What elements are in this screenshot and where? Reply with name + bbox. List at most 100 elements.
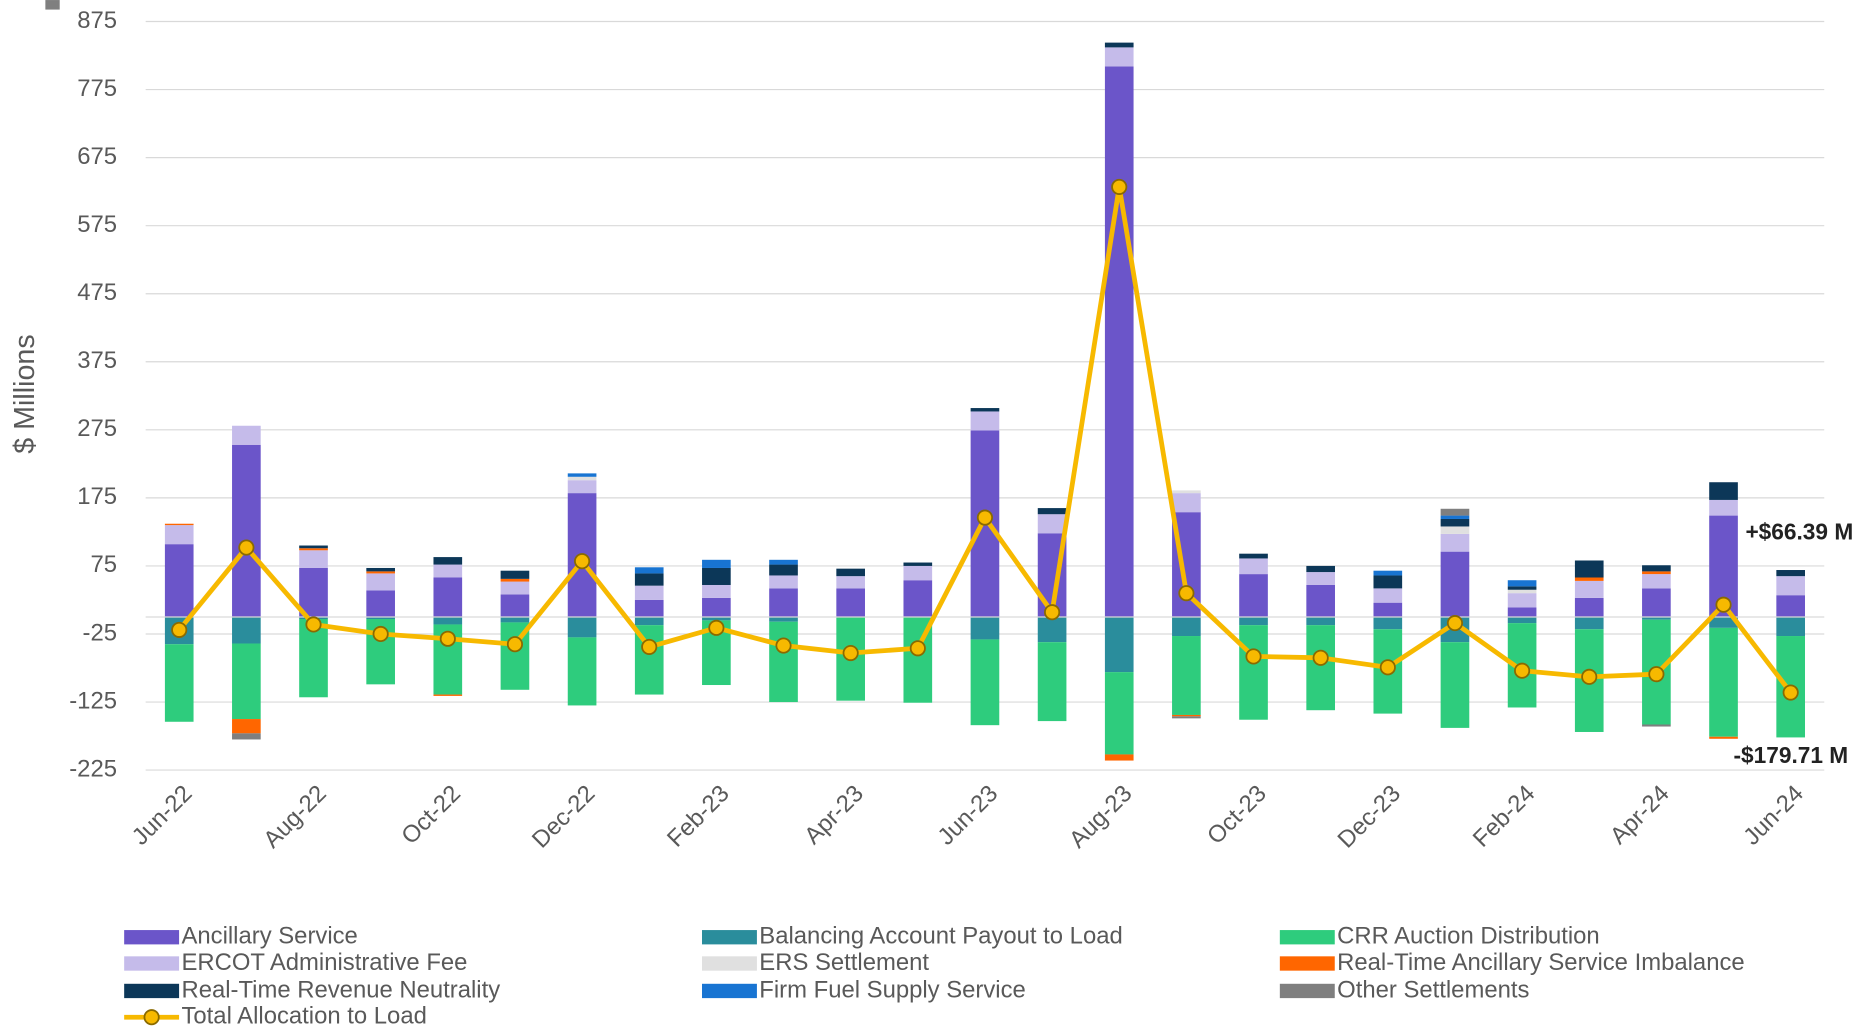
bar-segment	[433, 564, 463, 578]
bar-segment	[769, 616, 798, 622]
legend-swatch	[124, 983, 180, 999]
line-marker	[842, 644, 859, 662]
bar-segment	[1440, 508, 1470, 516]
bar-segment	[567, 616, 597, 638]
bar-segment	[1172, 714, 1201, 717]
y-tick-label: 275	[77, 415, 117, 442]
bar-segment	[1239, 574, 1268, 617]
bar-segment	[366, 567, 395, 572]
legend-label: ERS Settlement	[759, 949, 929, 976]
bar-segment	[567, 476, 597, 481]
bar-segment	[500, 594, 530, 617]
y-tick-label: 875	[77, 7, 117, 34]
bar-segment	[232, 733, 261, 740]
bar-segment	[1306, 572, 1335, 585]
bar-segment	[1709, 627, 1738, 737]
annotation: +$66.39 M	[1745, 519, 1853, 545]
bar-segment	[567, 637, 597, 706]
x-tick-label: Jun-24	[1738, 780, 1809, 851]
bar-segment	[1037, 508, 1067, 515]
x-tick-label: Jun-23	[933, 780, 1004, 851]
line-marker	[708, 619, 725, 636]
bar-segment	[433, 577, 463, 617]
legend-label: Other Settlements	[1337, 976, 1529, 1003]
y-tick-label: 75	[90, 551, 117, 578]
bar-segment	[1104, 616, 1134, 673]
legend-label: Real-Time Ancillary Service Imbalance	[1337, 949, 1745, 976]
bar-segment	[1306, 565, 1335, 573]
y-tick-label: 675	[77, 143, 117, 170]
bar-segment	[702, 616, 731, 621]
bar-segment	[1104, 754, 1134, 761]
x-tick-label: Apr-23	[799, 780, 869, 850]
x-tick-label: Dec-22	[527, 780, 600, 853]
legend-swatch	[702, 930, 757, 945]
bar-segment	[164, 644, 194, 722]
y-tick-label: 175	[77, 483, 117, 510]
bar-segment	[1373, 588, 1403, 603]
legend-swatch	[1279, 956, 1335, 971]
bar-segment	[836, 576, 865, 589]
x-tick-label: Dec-23	[1333, 780, 1406, 853]
bar-segment	[500, 570, 530, 579]
legend-label: CRR Auction Distribution	[1337, 923, 1600, 950]
legend-swatch	[702, 956, 757, 971]
bar-segment	[634, 585, 664, 600]
bar-segment	[970, 411, 1000, 431]
legend-label: ERCOT Administrative Fee	[181, 949, 467, 976]
bar-segment	[1306, 584, 1335, 617]
x-tick-label: Feb-23	[662, 780, 735, 853]
bar-segment	[769, 588, 798, 617]
bar-segment	[769, 564, 798, 576]
line-marker	[1446, 615, 1464, 632]
y-axis-label: $ Millions	[9, 334, 41, 453]
bar-segment	[433, 694, 463, 696]
bar-segment	[769, 559, 798, 565]
bar-segment	[1104, 47, 1134, 67]
bar-segment	[1239, 625, 1268, 720]
x-tick-label: Aug-23	[1064, 780, 1137, 853]
bar-segment	[1642, 616, 1671, 620]
line-marker	[1044, 604, 1061, 621]
bar-segment	[366, 573, 395, 591]
bar-segment	[1642, 588, 1671, 617]
bar-segment	[702, 559, 731, 568]
bar-segment	[1440, 533, 1470, 552]
line-marker	[1312, 649, 1329, 666]
line-marker	[1111, 178, 1128, 195]
bar-segment	[1172, 716, 1201, 719]
y-tick-label: 375	[77, 347, 117, 374]
bar-segment	[702, 584, 731, 598]
bar-segment	[1776, 570, 1805, 577]
bar-segment	[1037, 616, 1067, 643]
bar-segment	[1440, 551, 1470, 617]
legend-swatch	[1279, 930, 1335, 945]
bar-segment	[970, 408, 1000, 412]
y-tick-label: 575	[77, 211, 117, 238]
corner-marker	[45, 0, 60, 10]
bar-segment	[1037, 642, 1067, 722]
bar-segment	[1239, 558, 1268, 575]
bar-segment	[970, 639, 1000, 726]
bar-segment	[769, 575, 798, 589]
bar-segment	[433, 616, 463, 625]
x-tick-label: Aug-22	[258, 780, 331, 853]
bar-segment	[1172, 490, 1201, 494]
bar-segment	[299, 548, 328, 551]
line-marker	[976, 509, 994, 526]
bar-segment	[1507, 580, 1537, 587]
line-marker	[171, 621, 188, 638]
bar-segment	[634, 567, 664, 574]
bar-segment	[1373, 575, 1403, 589]
bar-segment	[1440, 518, 1470, 527]
bar-segment	[232, 616, 261, 644]
y-tick-label: -25	[83, 619, 117, 646]
bar-segment	[769, 621, 798, 703]
legend-swatch	[702, 983, 757, 999]
bar-segment	[366, 590, 395, 617]
y-tick-label: -225	[69, 755, 117, 782]
bar-segment	[1172, 636, 1201, 715]
bar-segment	[702, 597, 731, 617]
bar-segment	[1306, 616, 1335, 626]
legend-swatch	[124, 956, 180, 971]
